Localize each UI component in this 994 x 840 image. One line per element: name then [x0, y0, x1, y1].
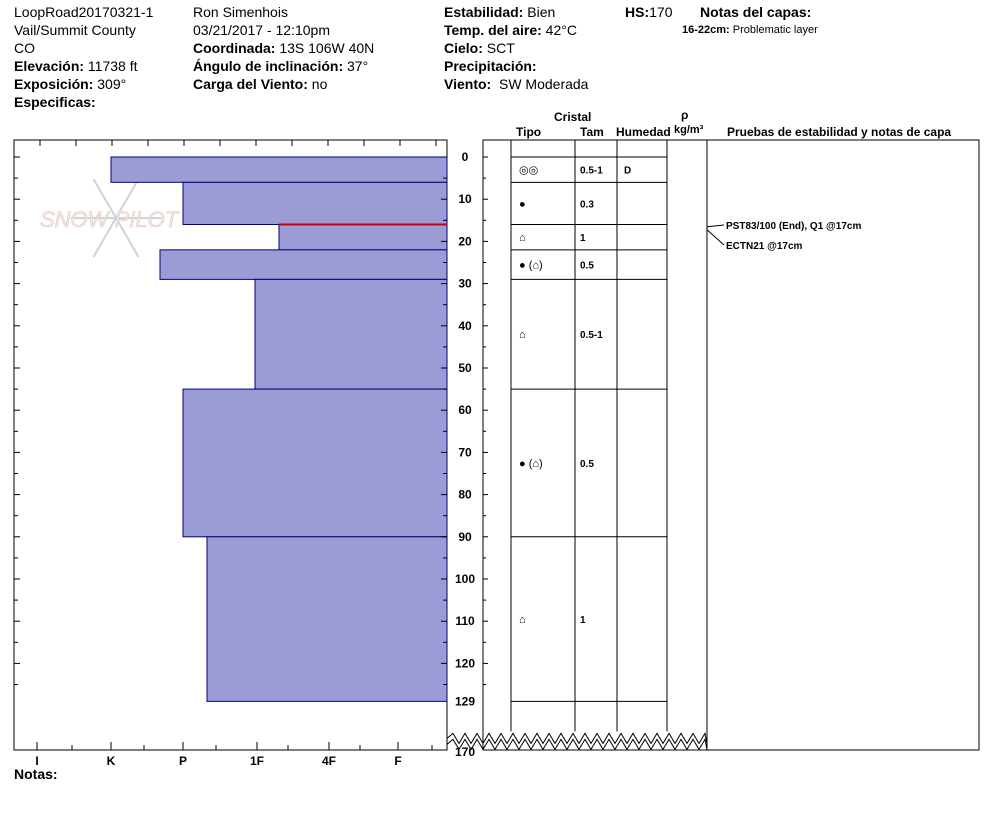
- coordinate: Coordinada: 13S 106W 40N: [193, 40, 375, 56]
- snowflake-arm: [115, 178, 140, 219]
- depth-label: 20: [458, 234, 472, 248]
- precipitation: Precipitación:: [444, 58, 537, 74]
- depth-label: 60: [458, 403, 472, 417]
- depth-label: 30: [458, 277, 472, 291]
- hardness-label: P: [179, 754, 187, 768]
- location: Vail/Summit County: [14, 22, 136, 38]
- depth-label: 50: [458, 361, 472, 375]
- depth-label: 70: [458, 445, 472, 459]
- hardness-layer: [110, 156, 448, 183]
- hardness-label: 1F: [250, 754, 264, 768]
- wind-loading: Carga del Viento: no: [193, 76, 328, 92]
- elevation: Elevación: 11738 ft: [14, 58, 138, 74]
- hardness-label: F: [394, 754, 401, 768]
- hardness-layer: [182, 181, 448, 226]
- crystal-humidity: D: [624, 166, 631, 177]
- crystal-type: ●: [519, 198, 526, 210]
- crystal-size: 0.5-1: [580, 330, 603, 341]
- crystal-type: ⌂: [519, 329, 526, 341]
- crystal-table-frame: [482, 139, 708, 751]
- logo-text: SNOW PILOT: [40, 207, 180, 232]
- depth-label: 10: [458, 192, 472, 206]
- crystal-type: ⌂: [519, 614, 526, 626]
- snowpilot-logo: SNOW PILOT: [40, 178, 180, 258]
- hardness-layer: [159, 249, 448, 280]
- notes-label: Notas:: [14, 766, 58, 782]
- depth-label: 120: [455, 656, 475, 670]
- crystal-size: 0.3: [580, 199, 594, 210]
- humidity-header: Humedad: [616, 125, 671, 139]
- depth-label: 129: [455, 694, 475, 708]
- crystal-header: Cristal: [554, 110, 592, 124]
- crystal-size: 0.5-1: [580, 166, 603, 177]
- snowflake-arm: [115, 217, 140, 258]
- hardness-label: K: [107, 754, 116, 768]
- stability-test: PST83/100 (End), Q1 @17cm: [726, 221, 861, 232]
- hardness-layer: [278, 224, 448, 251]
- crystal-size: 0.5: [580, 459, 594, 470]
- state: CO: [14, 40, 35, 56]
- snow-height: HS:170: [625, 4, 673, 20]
- size-header: Tam: [580, 125, 604, 139]
- density-unit-header: kg/m³: [674, 124, 704, 136]
- hardness-layer: [206, 536, 448, 702]
- snowflake-arm: [92, 217, 117, 258]
- snowflake-arm: [92, 178, 117, 219]
- depth-label: 100: [455, 572, 475, 586]
- tests-header: Pruebas de estabilidad y notas de capa: [727, 125, 952, 139]
- depth-label: 90: [458, 530, 472, 544]
- crystal-type: ● (⌂): [519, 260, 543, 272]
- datetime: 03/21/2017 - 12:10pm: [193, 22, 330, 38]
- rho-header: ρ: [681, 108, 689, 122]
- stability-test: ECTN21 @17cm: [726, 241, 803, 252]
- pit-name: LoopRoad20170321-1: [14, 4, 154, 20]
- crystal-size: 0.5: [580, 261, 594, 272]
- depth-label: 40: [458, 319, 472, 333]
- depth-label: 110: [455, 614, 475, 628]
- slope-angle: Ángulo de inclinación: 37°: [193, 58, 369, 74]
- crystal-type: ⌂: [519, 232, 526, 244]
- depth-label: 80: [458, 488, 472, 502]
- crystal-size: 1: [580, 615, 586, 626]
- hardness-layer: [254, 278, 448, 390]
- hardness-label: I: [35, 754, 38, 768]
- break-zigzag: [446, 732, 708, 745]
- crystal-size: 1: [580, 233, 586, 244]
- specifics-label: Especificas:: [14, 94, 96, 110]
- depth-label: 0: [462, 150, 469, 164]
- air-temp: Temp. del aire: 42°C: [444, 22, 577, 38]
- break-zigzag: [446, 738, 708, 751]
- hardness-layer: [182, 388, 448, 538]
- tests-panel-frame: [706, 139, 980, 751]
- test-pointer: [706, 224, 725, 228]
- observer: Ron Simenhois: [193, 4, 288, 20]
- crystal-type: ● (⌂): [519, 458, 543, 470]
- stability: Estabilidad: Bien: [444, 4, 556, 20]
- wind: Viento: SW Moderada: [444, 76, 589, 92]
- aspect: Exposición: 309°: [14, 76, 127, 92]
- crystal-type: ◎◎: [519, 165, 538, 177]
- test-pointer: [706, 229, 725, 246]
- type-header: Tipo: [516, 125, 542, 139]
- sky: Cielo: SCT: [444, 40, 515, 56]
- hardness-label: 4F: [322, 754, 336, 768]
- layer-note: 16-22cm: Problematic layer: [682, 24, 818, 36]
- layer-notes-label: Notas del capas:: [700, 4, 812, 20]
